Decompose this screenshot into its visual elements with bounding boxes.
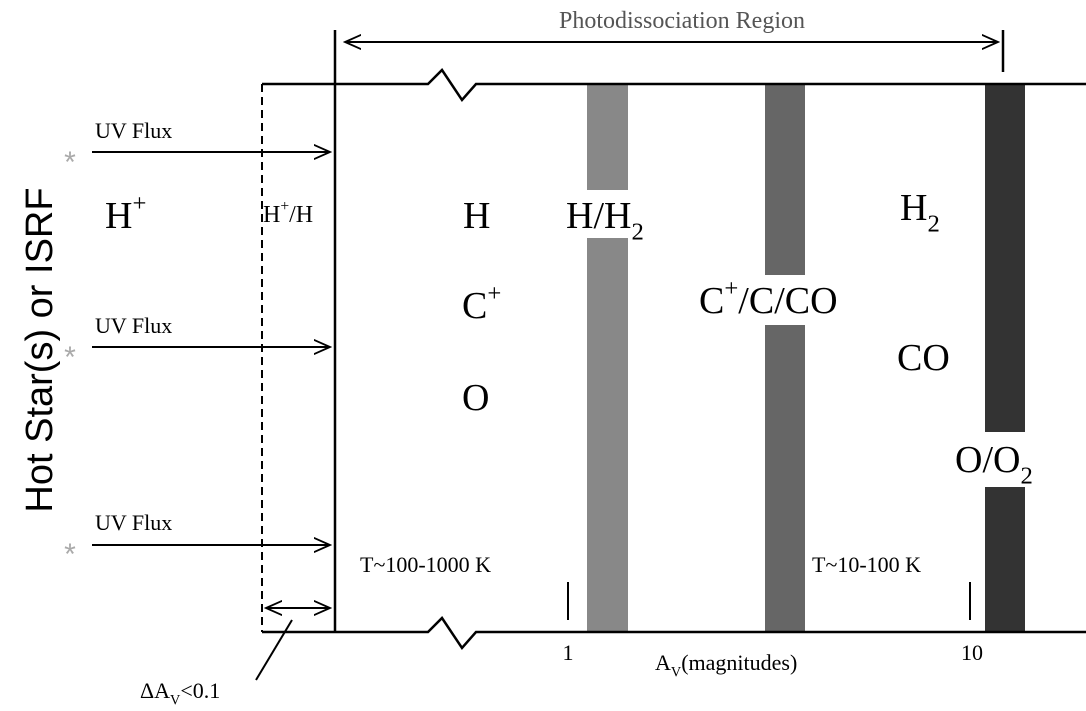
star: * [64,146,76,179]
label-part: H [463,195,490,237]
label-part: + [724,275,738,302]
side-label: Hot Star(s) or ISRF [19,187,61,512]
bottom-boundary [262,616,1086,651]
band-gap [758,275,812,325]
band-gap [978,432,1032,487]
delta-label: ΔAV<0.1 [140,678,220,709]
zone-label: C+ [462,280,501,327]
zone-label: H+/H [263,198,313,228]
uv-label: UV Flux [95,118,172,143]
zone-label: CO [897,337,950,379]
label-part: + [487,280,501,307]
zone-label: O [462,377,489,419]
top-boundary [262,68,1086,103]
uv-label: UV Flux [95,510,172,535]
label-part: ΔA [140,678,170,703]
band-c-co [765,84,805,632]
axis-tick-label: 10 [961,640,983,665]
band-o-o2 [985,84,1025,632]
label-part: O/O [955,439,1020,481]
zone-label: H/H2 [566,195,644,245]
uv-label: UV Flux [95,313,172,338]
label-part: 2 [927,210,939,237]
label-part: O [462,377,489,419]
title: Photodissociation Region [559,8,805,34]
band-gap [580,190,636,238]
label-part: <0.1 [180,678,220,703]
temperature: T~100-1000 K [360,552,491,577]
star: * [64,341,76,374]
label-part: /C/CO [738,280,837,322]
axis-tick-label: 1 [563,640,574,665]
band-h-h2 [587,84,628,632]
label-part: C [462,285,487,327]
star: * [64,538,76,571]
label-part: 2 [631,218,643,245]
zone-label: C+/C/CO [699,275,838,322]
label-part: H [105,195,132,237]
leader-line [255,619,293,681]
label-part: H [900,187,927,229]
label-part: C [699,280,724,322]
label-part: A [655,650,671,675]
axis-label: AV(magnitudes) [655,650,797,681]
label-part: (magnitudes) [681,650,797,675]
label-part: V [170,693,181,709]
temperature: T~10-100 K [812,552,921,577]
label-part: H [263,202,280,228]
label-part: V [671,665,682,681]
label-part: H/H [566,195,631,237]
label-part: + [132,190,146,217]
label-part: + [280,198,289,215]
label-part: 2 [1020,462,1032,489]
zone-label: H [463,195,490,237]
zone-label: H2 [900,187,940,237]
label-part: /H [289,202,313,228]
zone-label: H+ [105,190,146,237]
zone-label: O/O2 [955,439,1033,489]
label-part: CO [897,337,950,379]
